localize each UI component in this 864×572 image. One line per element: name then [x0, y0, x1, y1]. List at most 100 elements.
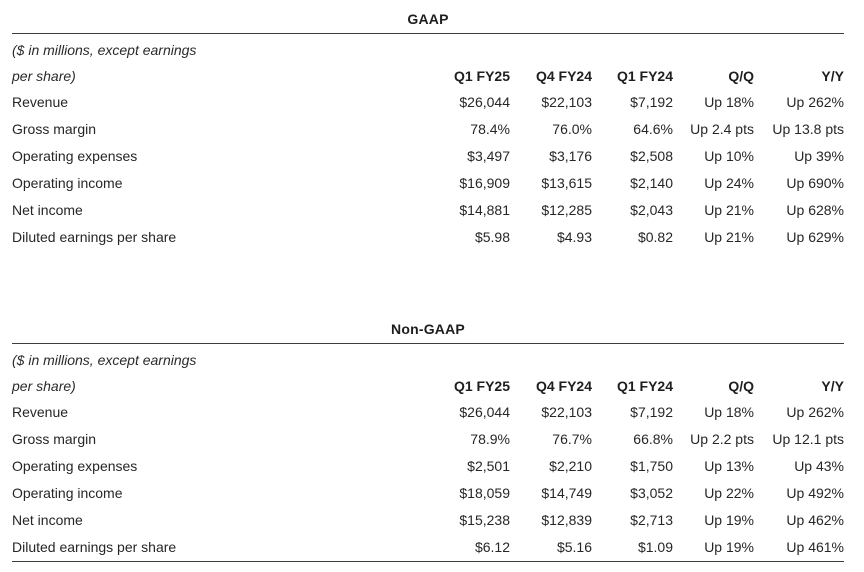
cell-value: Up 39%: [794, 148, 844, 164]
cell-value: $6.12: [474, 539, 510, 555]
gaap-section: GAAP ($ in millions, except earnings per…: [12, 6, 844, 251]
cell-value: $5.16: [556, 539, 592, 555]
cell-value: Up 12.1 pts: [772, 431, 844, 447]
table-row: Net income $15,238 $12,839 $2,713 Up 19% Up 4…: [12, 507, 844, 534]
cell-value: $2,210: [549, 458, 592, 474]
row-label: Revenue: [12, 404, 69, 420]
cell-value: $3,176: [549, 148, 592, 164]
row-label: Diluted earnings per share: [12, 229, 177, 245]
cell-value: Up 629%: [786, 229, 844, 245]
table-row: Operating income $18,059 $14,749 $3,052 Up 2…: [12, 480, 844, 507]
row-label: Operating expenses: [12, 458, 138, 474]
cell-value: 64.6%: [633, 121, 673, 137]
column-header-q1fy25: Q1 FY25: [453, 378, 510, 394]
cell-value: Up 18%: [704, 404, 754, 420]
cell-value: $0.82: [637, 229, 673, 245]
cell-value: $14,749: [541, 485, 592, 501]
column-header-q1fy24: Q1 FY24: [616, 68, 673, 84]
cell-value: $14,881: [459, 202, 510, 218]
cell-value: $26,044: [459, 404, 510, 420]
row-label: Net income: [12, 512, 83, 528]
non-gaap-title-rule: [12, 343, 844, 344]
cell-value: $22,103: [541, 404, 592, 420]
cell-value: $12,839: [541, 512, 592, 528]
cell-value: Up 19%: [704, 539, 754, 555]
cell-value: Up 18%: [704, 94, 754, 110]
cell-value: $2,501: [467, 458, 510, 474]
non-gaap-section: Non-GAAP ($ in millions, except earnings…: [12, 316, 844, 562]
column-header-yy: Y/Y: [821, 378, 844, 394]
column-header-q4fy24: Q4 FY24: [535, 378, 592, 394]
cell-value: 66.8%: [633, 431, 673, 447]
cell-value: $5.98: [474, 229, 510, 245]
cell-value: $7,192: [630, 404, 673, 420]
gaap-table-title: GAAP: [407, 11, 449, 27]
cell-value: $22,103: [541, 94, 592, 110]
cell-value: Up 262%: [786, 94, 844, 110]
cell-value: $13,615: [541, 175, 592, 191]
financial-results-page: GAAP ($ in millions, except earnings per…: [12, 6, 844, 562]
cell-value: $1,750: [630, 458, 673, 474]
cell-value: Up 19%: [704, 512, 754, 528]
table-row: Operating expenses $3,497 $3,176 $2,508 Up 1…: [12, 143, 844, 170]
row-label: Operating income: [12, 485, 123, 501]
row-label: Net income: [12, 202, 83, 218]
cell-value: Up 24%: [704, 175, 754, 191]
cell-value: $18,059: [459, 485, 510, 501]
table-row: Diluted earnings per share $6.12 $5.16 $1.0…: [12, 534, 844, 561]
cell-value: Up 461%: [786, 539, 844, 555]
column-header-qq: Q/Q: [728, 378, 754, 394]
table-row: Gross margin 78.9% 76.7% 66.8% Up 2.2 pts Up …: [12, 426, 844, 453]
cell-value: $3,497: [467, 148, 510, 164]
cell-value: 76.0%: [552, 121, 592, 137]
column-header-q1fy25: Q1 FY25: [453, 68, 510, 84]
cell-value: 78.4%: [470, 121, 510, 137]
units-note: ($ in millions, except earnings per shar…: [12, 34, 422, 89]
cell-value: $26,044: [459, 94, 510, 110]
cell-value: Up 492%: [786, 485, 844, 501]
cell-value: $7,192: [630, 94, 673, 110]
cell-value: Up 10%: [704, 148, 754, 164]
cell-value: 78.9%: [470, 431, 510, 447]
cell-value: $2,508: [630, 148, 673, 164]
column-header-q1fy24: Q1 FY24: [616, 378, 673, 394]
table-row: Operating expenses $2,501 $2,210 $1,750 Up 1…: [12, 453, 844, 480]
row-label: Operating income: [12, 175, 123, 191]
gaap-header-row: ($ in millions, except earnings per shar…: [12, 34, 844, 89]
units-note-line2: per share): [12, 378, 76, 394]
gaap-title-rule: [12, 33, 844, 34]
non-gaap-table-title: Non-GAAP: [391, 321, 465, 337]
cell-value: $4.93: [556, 229, 592, 245]
column-header-qq: Q/Q: [728, 68, 754, 84]
table-row: Revenue $26,044 $22,103 $7,192 Up 18% Up 262%: [12, 89, 844, 116]
cell-value: Up 690%: [786, 175, 844, 191]
non-gaap-bottom-rule: [12, 561, 844, 562]
column-header-q4fy24: Q4 FY24: [535, 68, 592, 84]
cell-value: $15,238: [459, 512, 510, 528]
units-note-line1: ($ in millions, except earnings: [12, 42, 197, 58]
row-label: Gross margin: [12, 431, 97, 447]
cell-value: 76.7%: [552, 431, 592, 447]
cell-value: $2,043: [630, 202, 673, 218]
table-row: Diluted earnings per share $5.98 $4.93 $0.8…: [12, 224, 844, 251]
table-row: Net income $14,881 $12,285 $2,043 Up 21% Up 6…: [12, 197, 844, 224]
units-note: ($ in millions, except earnings per shar…: [12, 344, 422, 399]
row-label: Operating expenses: [12, 148, 138, 164]
cell-value: Up 13.8 pts: [772, 121, 844, 137]
cell-value: $1.09: [637, 539, 673, 555]
cell-value: Up 43%: [794, 458, 844, 474]
column-header-yy: Y/Y: [821, 68, 844, 84]
non-gaap-table: ($ in millions, except earnings per shar…: [12, 344, 844, 561]
cell-value: Up 21%: [704, 202, 754, 218]
row-label: Gross margin: [12, 121, 97, 137]
cell-value: Up 2.2 pts: [690, 431, 754, 447]
cell-value: $2,713: [630, 512, 673, 528]
cell-value: Up 2.4 pts: [690, 121, 754, 137]
non-gaap-header-row: ($ in millions, except earnings per shar…: [12, 344, 844, 399]
row-label: Diluted earnings per share: [12, 539, 177, 555]
gaap-table: ($ in millions, except earnings per shar…: [12, 34, 844, 251]
cell-value: Up 262%: [786, 404, 844, 420]
units-note-line2: per share): [12, 68, 76, 84]
cell-value: Up 628%: [786, 202, 844, 218]
cell-value: Up 21%: [704, 229, 754, 245]
